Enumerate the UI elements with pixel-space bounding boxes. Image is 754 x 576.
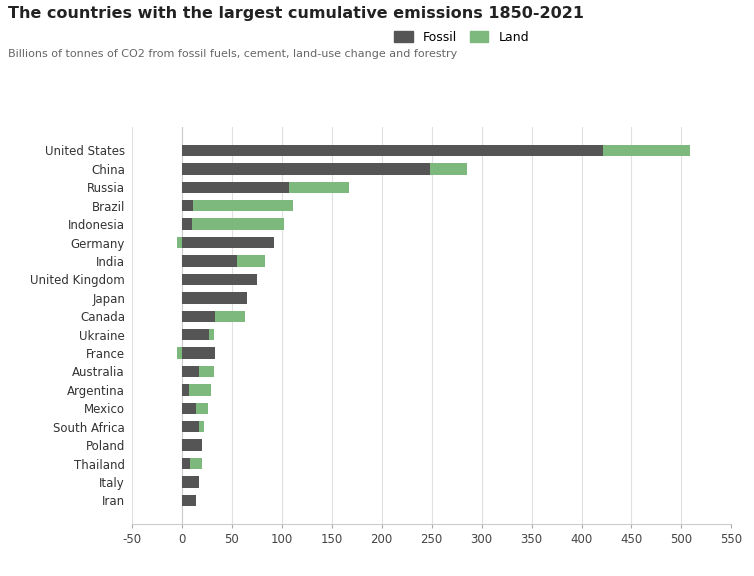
Bar <box>182 495 196 506</box>
Bar <box>182 181 289 193</box>
Bar <box>209 329 214 340</box>
Bar <box>199 421 204 433</box>
Bar <box>182 200 193 211</box>
Legend: Fossil, Land: Fossil, Land <box>389 26 534 48</box>
Bar <box>182 403 196 414</box>
Bar <box>182 366 199 377</box>
Bar <box>237 255 265 267</box>
Bar <box>182 218 192 230</box>
Bar <box>182 255 237 267</box>
Bar <box>182 145 602 156</box>
Bar <box>182 347 215 359</box>
Bar <box>215 310 245 322</box>
Bar <box>189 384 211 396</box>
Bar <box>190 458 202 469</box>
Bar <box>182 310 215 322</box>
Bar <box>192 218 284 230</box>
Bar <box>289 181 349 193</box>
Bar <box>182 274 257 285</box>
Bar <box>199 366 214 377</box>
Bar <box>182 421 199 433</box>
Bar <box>182 476 199 488</box>
Bar <box>182 163 430 175</box>
Bar <box>177 237 182 248</box>
Bar <box>182 237 274 248</box>
Bar <box>182 458 190 469</box>
Bar <box>602 145 691 156</box>
Bar <box>182 329 209 340</box>
Bar <box>177 347 182 359</box>
Bar <box>182 292 247 304</box>
Text: Billions of tonnes of CO2 from fossil fuels, cement, land-use change and forestr: Billions of tonnes of CO2 from fossil fu… <box>8 49 457 59</box>
Bar <box>196 403 208 414</box>
Bar <box>430 163 467 175</box>
Bar <box>182 439 202 451</box>
Bar <box>193 200 293 211</box>
Bar <box>182 384 189 396</box>
Text: The countries with the largest cumulative emissions 1850-2021: The countries with the largest cumulativ… <box>8 6 584 21</box>
